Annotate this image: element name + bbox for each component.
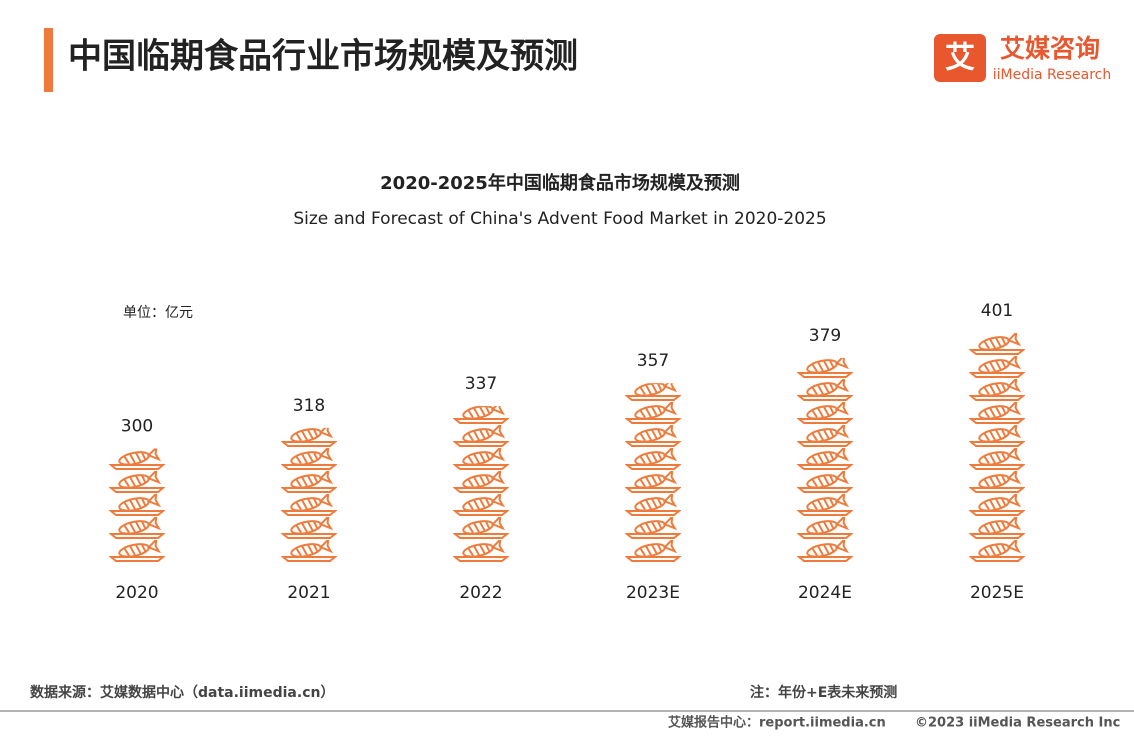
copyright: ©2023 iiMedia Research Inc	[915, 716, 1120, 731]
title-accent	[44, 28, 53, 92]
x-tick-label: 2023E	[626, 583, 680, 603]
chart-subtitle: Size and Forecast of China's Advent Food…	[293, 209, 826, 229]
pictograph-bar	[969, 332, 1025, 563]
x-tick-label: 2024E	[798, 583, 852, 603]
logo-icon: 艾	[945, 41, 975, 76]
logo-cn: 艾媒咨询	[1000, 34, 1100, 63]
unit-label: 单位：亿元	[123, 305, 193, 321]
value-label: 379	[809, 326, 841, 346]
x-tick-label: 2020	[115, 583, 158, 603]
note: 注：年份+E表未来预测	[750, 684, 897, 701]
logo-en: iiMedia Research	[993, 67, 1112, 83]
source: 数据来源：艾媒数据中心（data.iimedia.cn）	[30, 684, 334, 701]
pictograph-bar	[281, 427, 337, 563]
pictograph-bar	[797, 357, 853, 563]
pictograph-bar	[109, 448, 165, 563]
value-label: 401	[981, 301, 1013, 321]
chart-title: 2020-2025年中国临期食品市场规模及预测	[380, 172, 740, 194]
value-label: 357	[637, 351, 669, 371]
logo-box	[934, 34, 986, 82]
x-tick-label: 2021	[287, 583, 330, 603]
value-label: 300	[121, 416, 153, 436]
x-tick-label: 2025E	[970, 583, 1024, 603]
report-link: 艾媒报告中心：report.iimedia.cn	[668, 715, 886, 731]
x-tick-label: 2022	[459, 583, 502, 603]
page-title: 中国临期食品行业市场规模及预测	[68, 37, 578, 77]
pictograph-bar	[625, 383, 681, 563]
value-label: 318	[293, 396, 325, 416]
value-label: 337	[465, 374, 497, 394]
pictograph-bar	[453, 406, 509, 563]
